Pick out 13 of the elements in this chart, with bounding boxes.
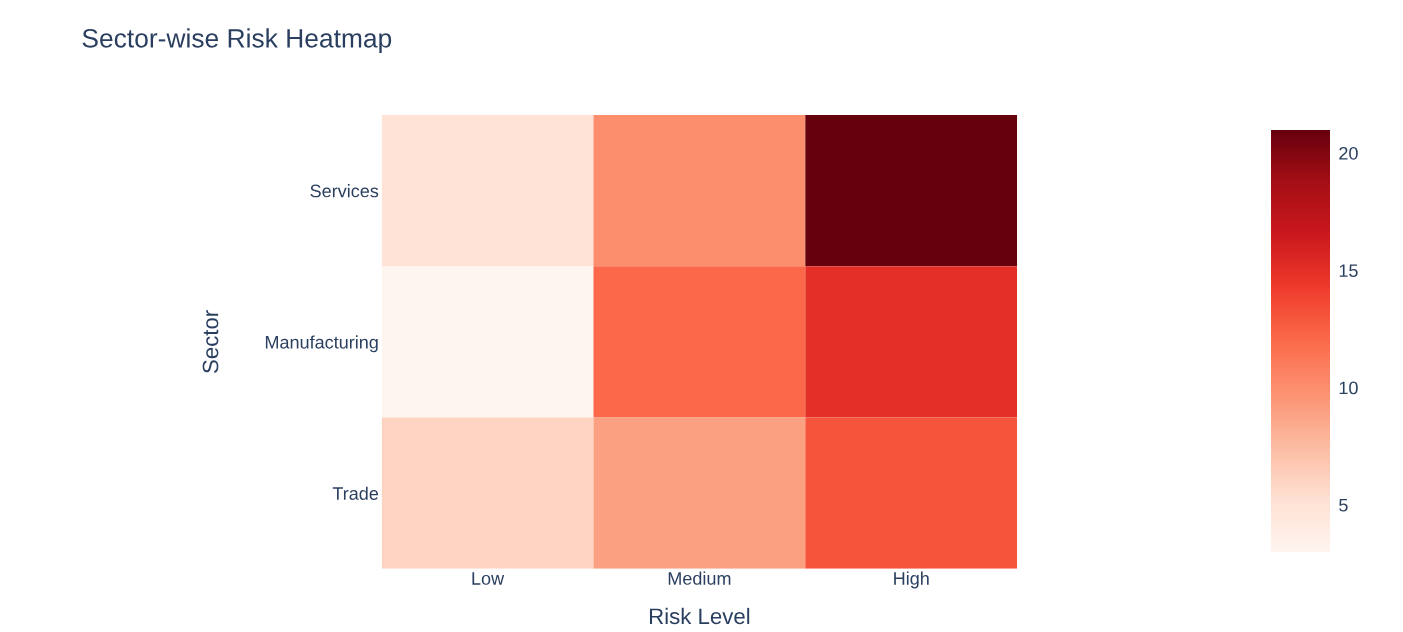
x-tick-label: High xyxy=(894,571,929,589)
chart-title: Sector-wise Risk Heatmap xyxy=(82,28,392,53)
y-axis-title: Sector xyxy=(202,310,219,374)
y-tick-label: Trade xyxy=(332,486,379,500)
x-tick-label: Medium xyxy=(668,571,731,585)
color-bar-label: 5 xyxy=(1339,498,1348,512)
color-bar-label: 20 xyxy=(1339,146,1358,160)
y-tick-label: Manufacturing xyxy=(265,335,378,353)
y-tick-label: Services xyxy=(310,184,379,198)
color-bar-label: 15 xyxy=(1339,264,1358,278)
color-bar-label: 10 xyxy=(1339,381,1358,395)
x-tick-label: Low xyxy=(472,572,505,585)
x-axis-title: Risk Level xyxy=(649,607,750,625)
